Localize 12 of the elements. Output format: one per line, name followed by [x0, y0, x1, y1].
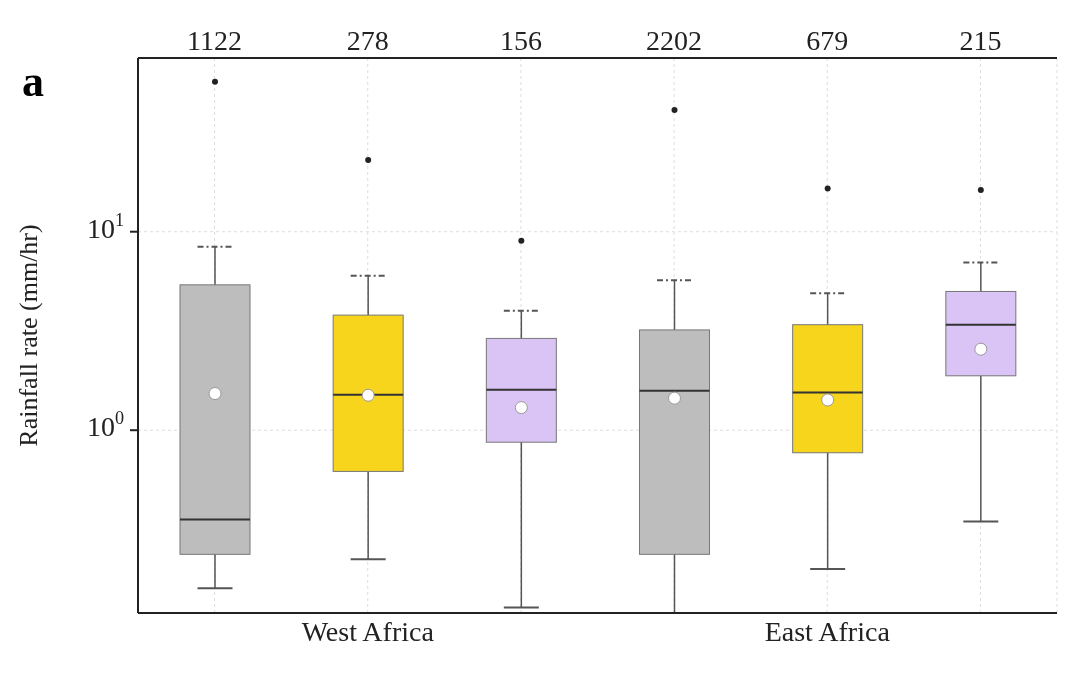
x-tick-label: East Africa [764, 615, 891, 647]
text: 679 [806, 25, 849, 56]
text: 278 [346, 25, 389, 56]
text: 2202 [646, 25, 703, 56]
y-axis-title: Rainfall rate (mm/hr) [14, 224, 44, 447]
text: a [22, 56, 44, 107]
x-tick-label: West Africa [301, 615, 435, 647]
text: 215 [959, 25, 1002, 56]
text: 156 [499, 25, 542, 56]
text: 1122 [187, 25, 243, 56]
y-tick-label: 10$^{0}$ [86, 408, 124, 443]
y-tick-label: 10$^{1}$ [86, 209, 124, 245]
